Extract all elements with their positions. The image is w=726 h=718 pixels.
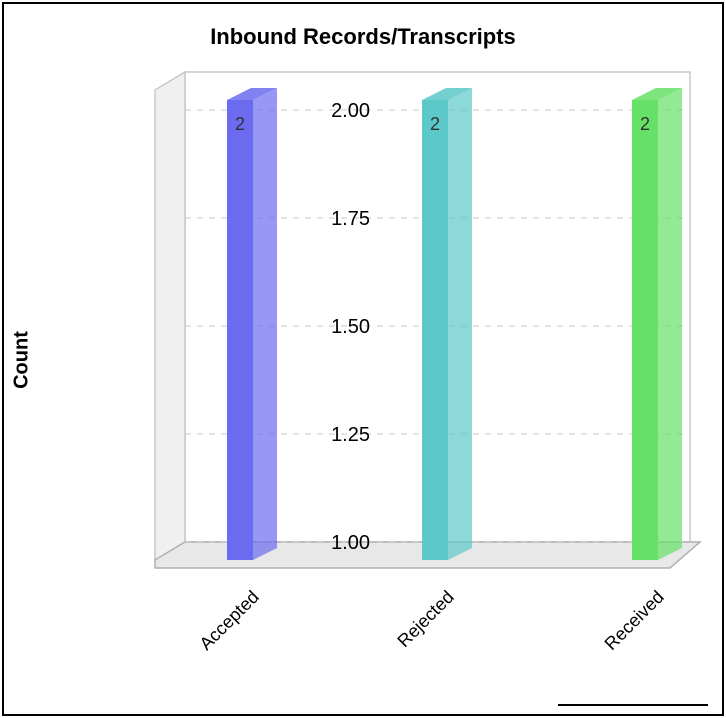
x-category-label: Received [601,587,668,654]
bar-data-label: 2 [235,114,245,134]
y-tick-label: 2.00 [331,100,370,122]
plot-side-wall [154,70,186,562]
x-axis-categories: Accepted Rejected Received [196,587,668,654]
bar-top-received [632,88,682,100]
bar-accepted [227,100,253,560]
y-tick-label: 1.25 [331,424,370,446]
bar-side-rejected [448,88,472,560]
bar-side-accepted [253,88,277,560]
y-tick-label: 1.00 [331,532,370,554]
bar-data-label: 2 [640,114,650,134]
chart-title: Inbound Records/Transcripts [210,24,516,49]
bar-data-label: 2 [430,114,440,134]
bar-side-received [658,88,682,560]
y-axis-ticks: 1.00 1.25 1.50 1.75 2.00 [331,100,370,554]
legend-rule [558,704,708,706]
bar-received [632,100,658,560]
bar-top-accepted [227,88,277,100]
x-category-label: Rejected [393,587,457,651]
y-tick-label: 1.50 [331,316,370,338]
y-tick-label: 1.75 [331,208,370,230]
bar-top-rejected [422,88,472,100]
x-category-label: Accepted [196,587,263,654]
bars: 2 2 2 [227,88,682,560]
bar-rejected [422,100,448,560]
